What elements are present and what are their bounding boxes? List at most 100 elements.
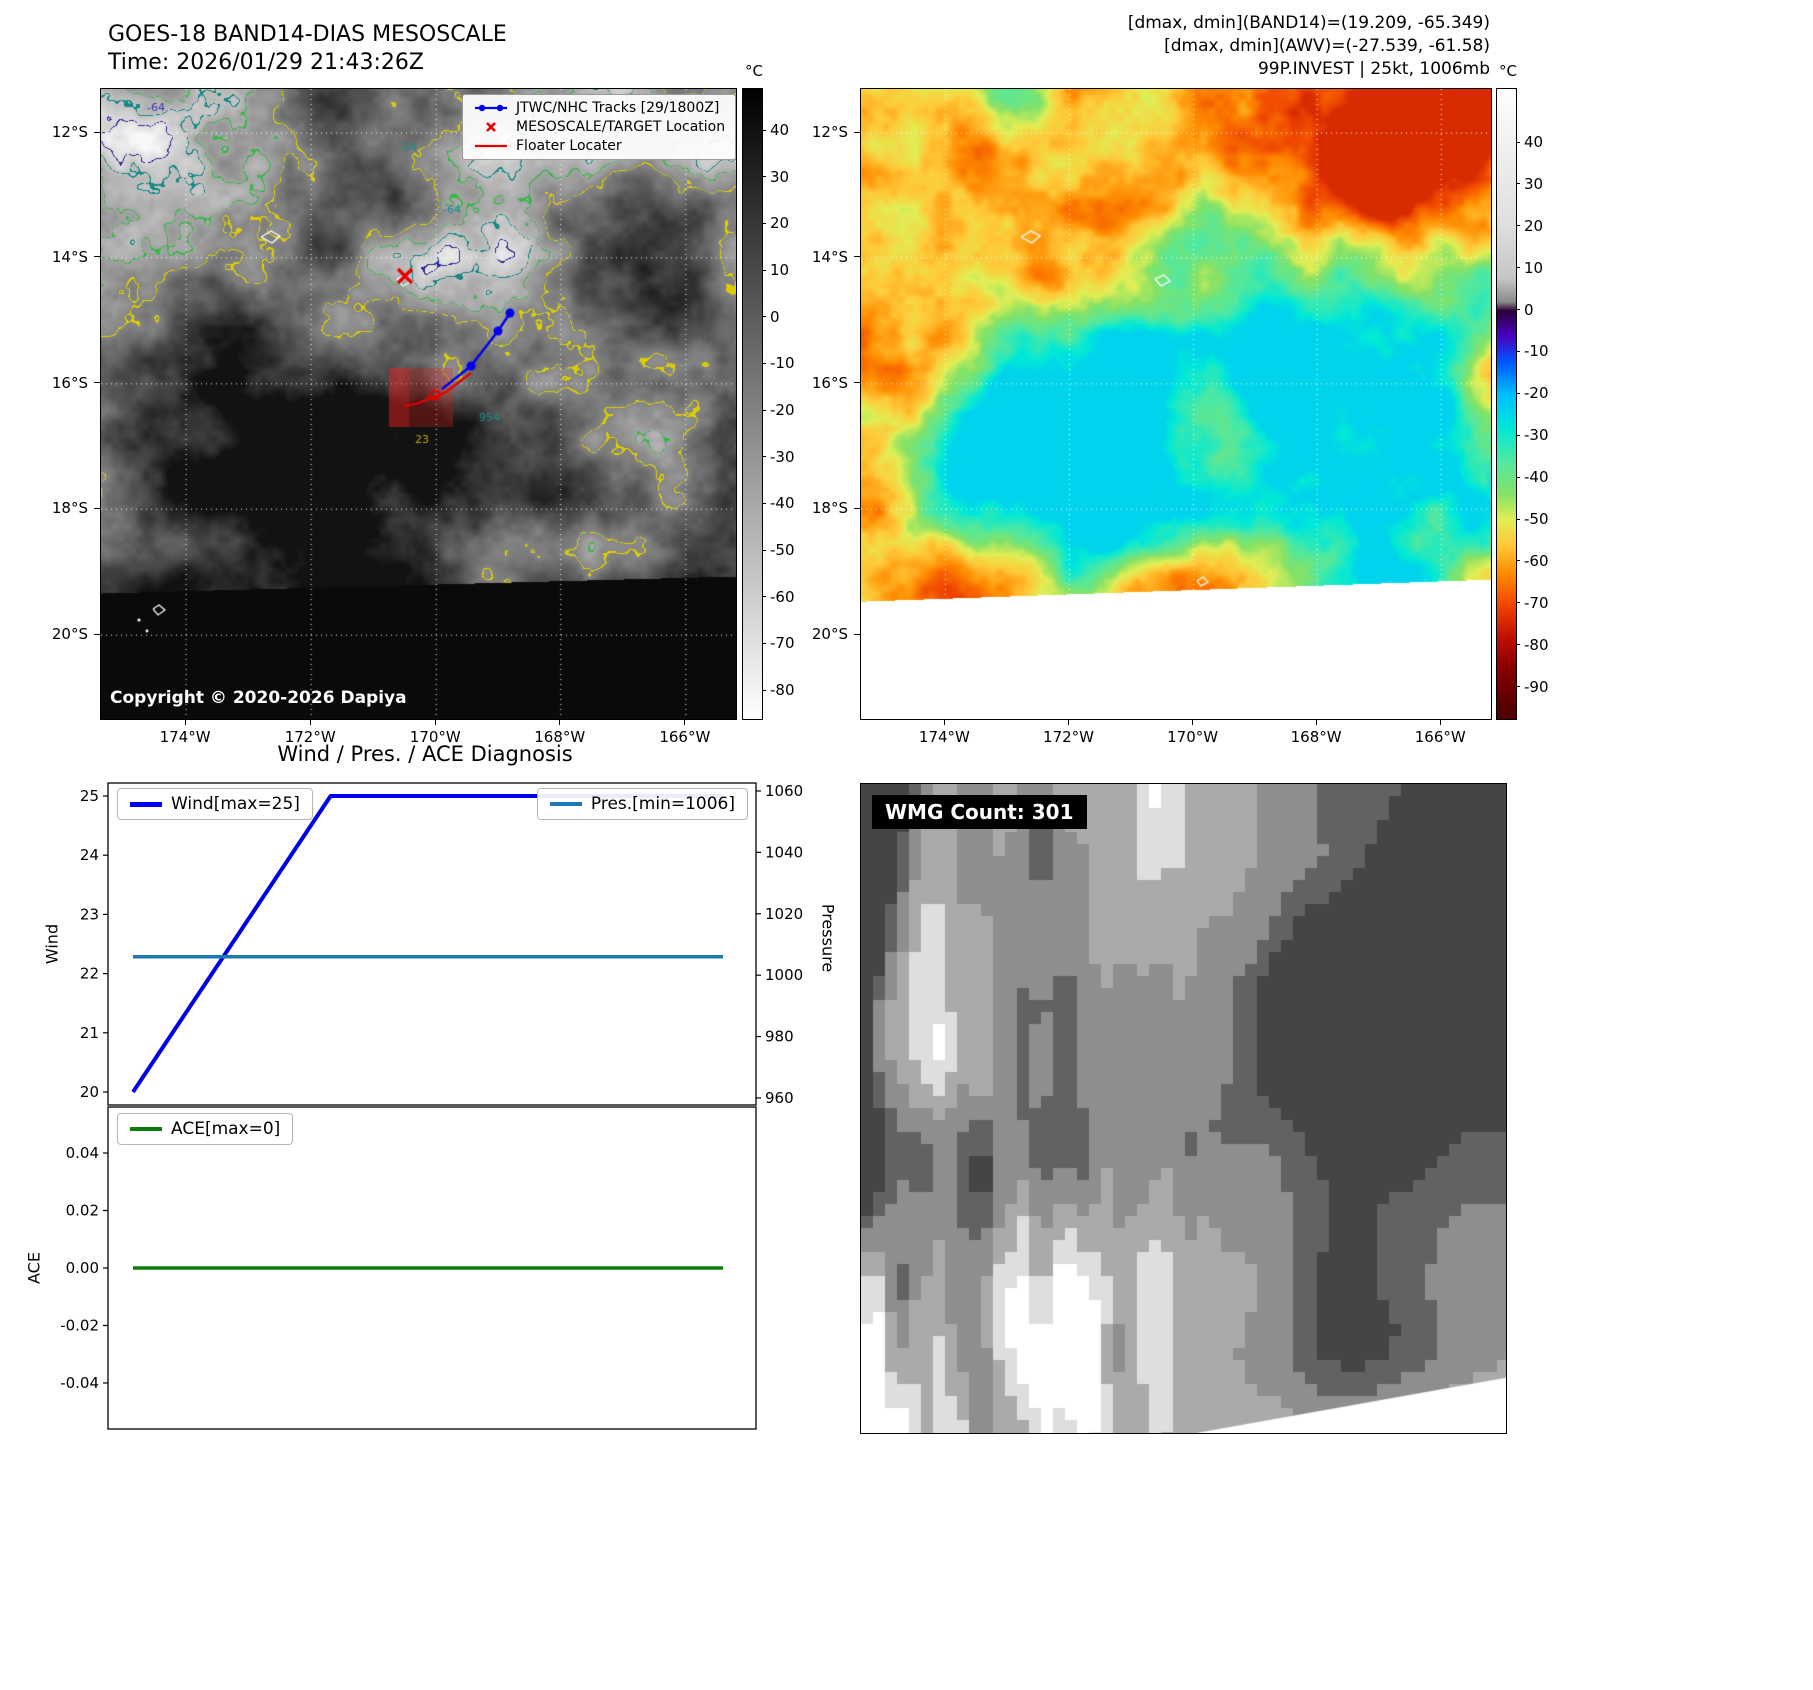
- dmax-dmin-band14: [dmax, dmin](BAND14)=(19.209, -65.349): [1127, 13, 1490, 33]
- pressure-ytick-label: 1020: [765, 905, 803, 923]
- band14-lon-label: 170°W: [409, 728, 461, 746]
- band14-lat-label: 12°S: [51, 123, 88, 142]
- pressure-ytick-label: 980: [765, 1028, 794, 1046]
- dmax-dmin-awv: [dmax, dmin](AWV)=(-27.539, -61.58): [1164, 36, 1490, 56]
- band14-colorbar-tick-label: 0: [770, 307, 780, 326]
- awv-lat-label: 20°S: [811, 625, 848, 644]
- band14-lon-tick: [184, 719, 186, 725]
- awv-lat-tick: [854, 382, 860, 384]
- band14-colorbar-tick: [762, 362, 766, 364]
- band14-colorbar-tick-label: -40: [770, 494, 795, 513]
- band14-lon-label: 172°W: [284, 728, 336, 746]
- band14-colorbar-tick-label: -20: [770, 401, 795, 419]
- band14-colorbar-tick-label: -70: [770, 634, 795, 653]
- ace-ytick-label: 0.04: [66, 1144, 99, 1162]
- legend-label: MESOSCALE/TARGET Location: [516, 119, 726, 135]
- band14-colorbar-tick-label: -80: [770, 681, 795, 699]
- band14-colorbar-tick: [762, 596, 766, 598]
- awv-colorbar-tick-label: -40: [1524, 468, 1549, 487]
- awv-colorbar-tick-label: -70: [1524, 593, 1549, 612]
- wind-ytick-label: 22: [80, 965, 99, 983]
- awv-colorbar-tick: [1516, 518, 1520, 520]
- band14-legend: JTWC/NHC Tracks [29/1800Z] MESOSCALE/TAR…: [462, 94, 737, 160]
- legend-label: JTWC/NHC Tracks [29/1800Z]: [516, 100, 720, 116]
- legend-item-tracks: JTWC/NHC Tracks [29/1800Z]: [473, 100, 725, 116]
- wind-ytick-label: 24: [80, 846, 99, 864]
- awv-colorbar-tick: [1516, 350, 1520, 352]
- awv-colorbar-tick-label: -30: [1524, 426, 1549, 445]
- band14-colorbar-tick: [762, 316, 766, 318]
- band14-lat-tick: [94, 507, 100, 509]
- wind-legend: Wind[max=25]: [117, 788, 313, 820]
- band14-title: GOES-18 BAND14-DIAS MESOSCALE: [108, 22, 507, 47]
- awv-colorbar-unit: °C: [1499, 62, 1517, 80]
- pressure-legend-label: Pres.[min=1006]: [590, 794, 735, 814]
- awv-colorbar-tick: [1516, 392, 1520, 394]
- x-marker-icon: [473, 121, 509, 133]
- ace-ytick-label: -0.04: [60, 1374, 99, 1392]
- wind-ytick-label: 20: [80, 1083, 99, 1101]
- band14-colorbar-tick: [762, 222, 766, 224]
- awv-lat-tick: [854, 256, 860, 258]
- pressure-legend: Pres.[min=1006]: [536, 788, 748, 820]
- band14-lat-tick: [94, 131, 100, 133]
- awv-colorbar: [1496, 88, 1517, 720]
- invest-status: 99P.INVEST | 25kt, 1006mb: [1257, 59, 1490, 79]
- awv-colorbar-tick: [1516, 225, 1520, 227]
- wind-axis-label: Wind: [42, 923, 62, 965]
- wind-legend-label: Wind[max=25]: [171, 794, 300, 814]
- ace-legend: ACE[max=0]: [117, 1113, 294, 1145]
- awv-colorbar-tick: [1516, 267, 1520, 269]
- awv-lon-label: 174°W: [918, 728, 970, 746]
- awv-header: [dmax, dmin](BAND14)=(19.209, -65.349) […: [990, 12, 1490, 81]
- band14-lon-label: 174°W: [159, 728, 211, 746]
- awv-lon-label: 168°W: [1290, 728, 1342, 746]
- pressure-axis-label: Pressure: [818, 903, 838, 973]
- awv-lon-tick: [1439, 719, 1441, 725]
- band14-time: Time: 2026/01/29 21:43:26Z: [108, 50, 424, 75]
- ace-ytick-label: 0.00: [66, 1259, 99, 1277]
- awv-colorbar-tick-label: 40: [1524, 133, 1544, 152]
- band14-satellite-map: [100, 88, 737, 720]
- band14-colorbar-tick-label: -50: [770, 541, 795, 559]
- awv-colorbar-tick-label: 30: [1524, 174, 1544, 193]
- band14-colorbar: [742, 88, 763, 720]
- wind-ytick-label: 25: [80, 787, 99, 805]
- awv-colorbar-tick-label: -50: [1524, 510, 1549, 529]
- band14-lat-label: 20°S: [51, 625, 88, 644]
- band14-colorbar-tick: [762, 689, 766, 691]
- awv-lat-label: 12°S: [811, 123, 848, 142]
- awv-colorbar-tick-label: 20: [1524, 216, 1544, 235]
- awv-colorbar-tick: [1516, 434, 1520, 436]
- band14-colorbar-tick-label: -10: [770, 354, 795, 373]
- awv-lat-tick: [854, 131, 860, 133]
- awv-lon-label: 170°W: [1167, 728, 1219, 746]
- band14-lon-tick: [434, 719, 436, 725]
- ace-axis-label: ACE: [24, 1252, 44, 1284]
- band14-colorbar-tick: [762, 502, 766, 504]
- pressure-ytick-label: 1000: [765, 966, 803, 984]
- band14-lat-tick: [94, 256, 100, 258]
- awv-lat-tick: [854, 507, 860, 509]
- band14-lat-label: 18°S: [51, 499, 88, 518]
- legend-item-floater: Floater Locater: [473, 138, 725, 154]
- awv-lon-tick: [1068, 719, 1070, 725]
- band14-colorbar-tick-label: 30: [770, 167, 790, 186]
- awv-colorbar-tick-label: 10: [1524, 258, 1544, 277]
- band14-lon-label: 166°W: [659, 728, 711, 746]
- copyright-text: Copyright © 2020-2026 Dapiya: [110, 688, 407, 708]
- awv-colorbar-tick: [1516, 309, 1520, 311]
- awv-lat-label: 16°S: [811, 373, 848, 392]
- awv-colorbar-tick-label: -10: [1524, 342, 1549, 361]
- awv-lon-tick: [1192, 719, 1194, 725]
- awv-lon-label: 166°W: [1414, 728, 1466, 746]
- wind-plot-frame: [107, 782, 757, 1106]
- wind-line-icon: [130, 801, 162, 807]
- wmg-pixel-map: [860, 783, 1507, 1434]
- ace-line-icon: [130, 1127, 162, 1131]
- awv-lat-label: 18°S: [811, 499, 848, 518]
- band14-lat-tick: [94, 633, 100, 635]
- awv-colorbar-tick-label: -90: [1524, 677, 1549, 696]
- pressure-line-icon: [549, 802, 582, 806]
- band14-colorbar-tick-label: -30: [770, 447, 795, 466]
